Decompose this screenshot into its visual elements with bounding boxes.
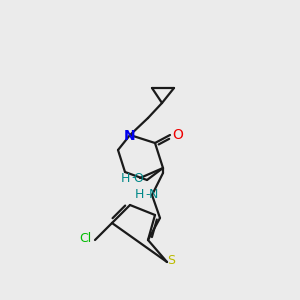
Text: H: H — [121, 172, 130, 184]
Text: S: S — [167, 254, 175, 268]
Text: -: - — [146, 188, 150, 202]
Text: N: N — [124, 129, 136, 143]
Text: O: O — [172, 128, 183, 142]
Text: N: N — [148, 188, 158, 202]
Text: -: - — [132, 172, 136, 184]
Text: Cl: Cl — [80, 232, 92, 244]
Text: H: H — [135, 188, 144, 202]
Text: O: O — [133, 172, 143, 184]
